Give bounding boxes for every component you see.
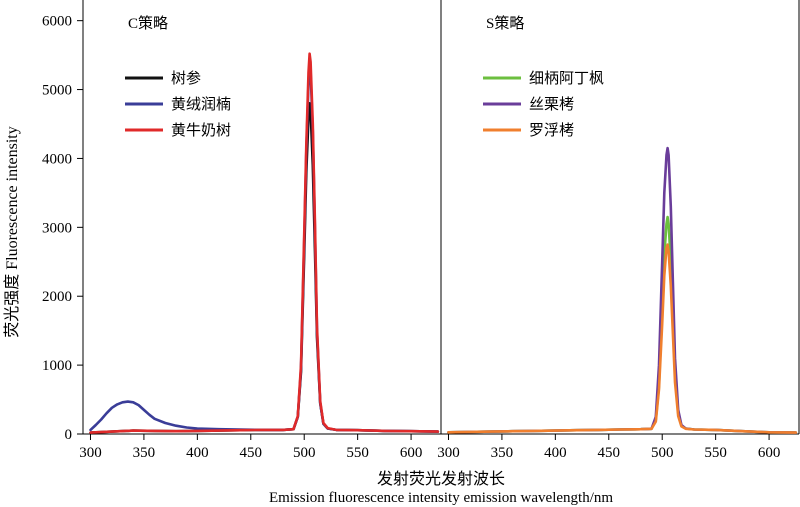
x-tick-label: 500 [293,445,316,461]
x-tick-label: 450 [240,445,263,461]
y-tick-label: 2000 [42,289,72,305]
legend-label: 丝栗栲 [529,96,574,113]
x-tick-label: 500 [651,445,674,461]
x-tick-label: 350 [133,445,156,461]
x-tick-label: 550 [346,445,369,461]
panel-title: S策略 [486,15,524,32]
panel-title: C策略 [128,15,168,32]
y-tick-label: 3000 [42,220,72,236]
y-tick-label: 5000 [42,83,72,99]
x-axis-title-cn: 发射荧光发射波长 [377,470,505,488]
legend-label: 树参 [171,70,201,87]
y-axis-title: 荧光强度 Fluorescence intensity [3,126,21,338]
x-tick-label: 600 [758,445,781,461]
x-tick-label: 550 [704,445,727,461]
x-tick-label: 600 [400,445,423,461]
x-tick-label: 400 [186,445,209,461]
x-tick-label: 400 [544,445,567,461]
x-tick-label: 300 [437,445,460,461]
x-axis-title-en: Emission fluorescence intensity emission… [269,490,613,506]
legend-label: 罗浮栲 [529,122,574,139]
series-line [447,243,798,434]
series-line [447,146,798,434]
y-tick-label: 1000 [42,358,72,374]
y-tick-label: 6000 [42,14,72,30]
legend-label: 黄牛奶树 [171,122,231,139]
legend-label: 细柄阿丁枫 [529,70,604,87]
x-tick-label: 350 [491,445,514,461]
series-line [89,60,440,433]
series-line [447,215,798,434]
y-axis: 0 1000 2000 3000 4000 5000 6000 [42,0,84,443]
legend-label: 黄绒润楠 [171,96,231,113]
y-tick-label: 4000 [42,151,72,167]
series-line [89,52,440,434]
series-line [89,102,440,434]
y-tick-label: 0 [65,427,73,443]
x-tick-label: 300 [79,445,102,461]
x-tick-label: 450 [598,445,621,461]
